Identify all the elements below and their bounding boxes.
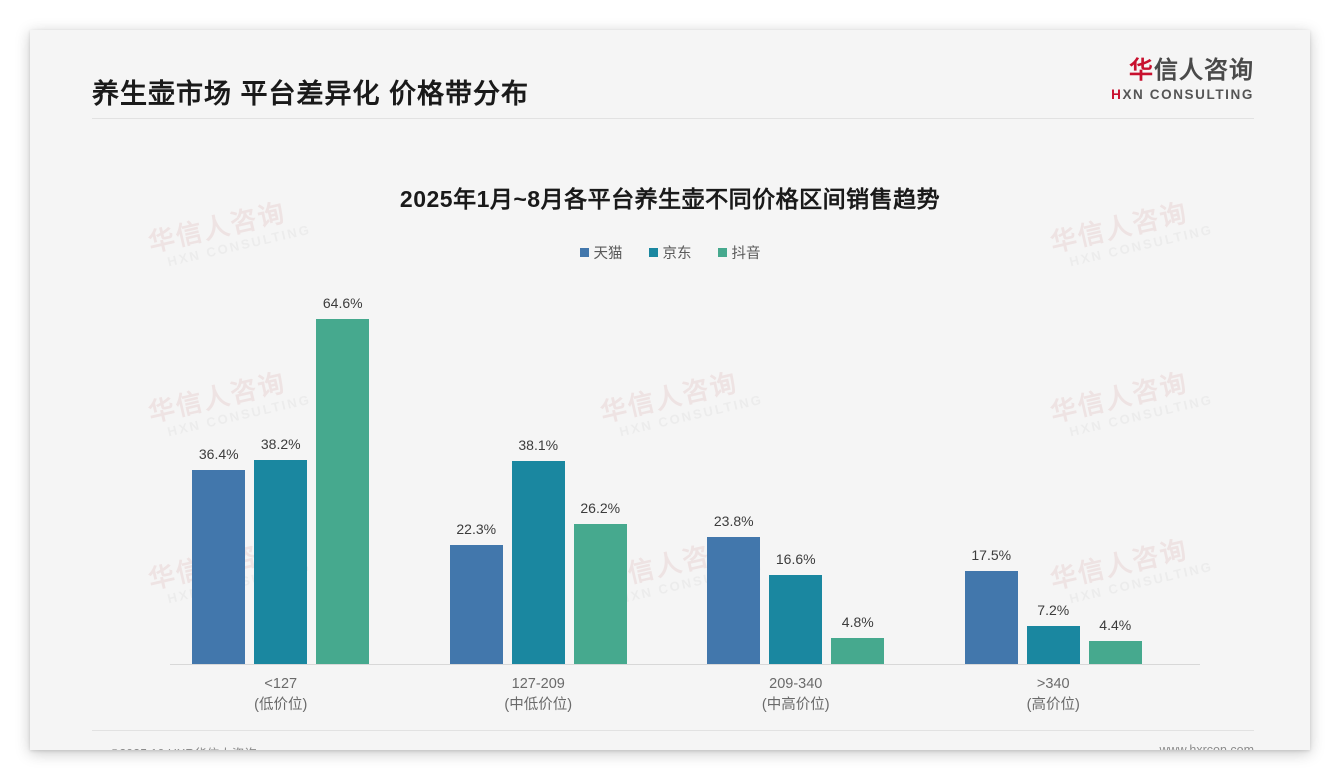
footer-divider: [92, 730, 1254, 731]
bar-京东-127-209[interactable]: 38.1%: [511, 275, 565, 664]
bar-天猫-<127[interactable]: 36.4%: [192, 275, 246, 664]
chart-title: 2025年1月~8月各平台养生壶不同价格区间销售趋势: [399, 186, 941, 212]
bar-rect[interactable]: [707, 536, 761, 664]
page-title: 养生壶市场 平台差异化 价格带分布: [92, 79, 530, 109]
x-axis-label-range: 127-209: [511, 676, 565, 692]
bar-value-label: 36.4%: [198, 445, 239, 462]
bar-value-label: 17.5%: [971, 546, 1012, 563]
bar-抖音-127-209[interactable]: 26.2%: [573, 275, 627, 664]
logo-chinese-rest: 信人咨询: [1154, 57, 1254, 84]
bar-rect[interactable]: [1026, 625, 1080, 664]
slide-canvas: 华信人咨询 HXN CONSULTING 华信人咨询 HXN CONSULTIN…: [30, 30, 1310, 750]
bar-京东-209-340[interactable]: 16.6%: [769, 275, 823, 664]
x-axis-label-tier: (低价位): [254, 697, 308, 714]
bar-rect[interactable]: [573, 524, 627, 664]
bar-value-label: 26.2%: [580, 500, 621, 517]
bar-value-label: 22.3%: [456, 520, 497, 537]
bar-group: 23.8% 16.6% 4.8%: [707, 275, 885, 664]
footer-website: www.hxrcon.com: [1159, 743, 1254, 750]
bar-value-label: 4.8%: [841, 614, 874, 631]
logo-chinese: 华信人咨询: [1111, 57, 1254, 84]
bar-天猫->340[interactable]: 17.5%: [964, 275, 1018, 664]
bar-group: 17.5% 7.2% 4.4%: [964, 275, 1142, 664]
slide-header: 养生壶市场 平台差异化 价格带分布 华信人咨询 HXN CONSULTING: [30, 30, 1310, 118]
bar-value-label: 38.1%: [518, 436, 559, 453]
bar-抖音-<127[interactable]: 64.6%: [316, 275, 370, 664]
bar-rect[interactable]: [1088, 640, 1142, 664]
x-axis-line: [170, 664, 1200, 665]
company-logo: 华信人咨询 HXN CONSULTING: [1111, 57, 1254, 102]
bar-rect[interactable]: [316, 319, 370, 664]
legend-item-天猫[interactable]: 天猫: [579, 242, 623, 263]
chart-plot-area: 36.4% 38.2% 64.6% 22.3% 38.1% 26.2% 23.8% 16.6%…: [170, 275, 1200, 665]
footer-copyright: ©2025.10 HXR华信人咨询: [110, 743, 257, 750]
bar-rect[interactable]: [449, 544, 503, 664]
logo-chinese-first-char: 华: [1129, 57, 1154, 84]
x-axis-label-range: >340: [1036, 676, 1070, 692]
bar-天猫-127-209[interactable]: 22.3%: [449, 275, 503, 664]
legend-item-京东[interactable]: 京东: [648, 242, 692, 263]
bar-value-label: 64.6%: [322, 295, 363, 311]
bar-抖音->340[interactable]: 4.4%: [1088, 275, 1142, 664]
bar-value-label: 16.6%: [775, 551, 816, 568]
x-axis-label-209-340: 209-340 (中高价位): [707, 674, 884, 716]
legend-item-抖音[interactable]: 抖音: [717, 242, 761, 263]
bar-value-label: 23.8%: [713, 512, 754, 529]
x-axis-label-tier: (中高价位): [761, 697, 830, 714]
legend-label: 天猫: [593, 246, 623, 262]
legend-swatch-icon: [579, 248, 589, 257]
bar-group: 22.3% 38.1% 26.2%: [449, 275, 627, 664]
legend-swatch-icon: [648, 248, 658, 257]
bar-rect[interactable]: [192, 469, 246, 664]
bar-group: 36.4% 38.2% 64.6%: [192, 275, 370, 664]
logo-english-rest: XN CONSULTING: [1122, 87, 1254, 103]
bar-value-label: 7.2%: [1037, 601, 1070, 618]
bar-京东->340[interactable]: 7.2%: [1026, 275, 1080, 664]
x-axis-label-tier: (中低价位): [504, 697, 573, 714]
legend-label: 京东: [662, 246, 692, 262]
header-divider: [92, 118, 1254, 119]
chart-legend: 天猫 京东 抖音: [30, 242, 1310, 263]
legend-label: 抖音: [731, 246, 761, 262]
bar-rect[interactable]: [964, 570, 1018, 664]
x-axis-label-tier: (高价位): [1026, 697, 1080, 714]
bar-rect[interactable]: [769, 575, 823, 664]
legend-swatch-icon: [717, 248, 727, 257]
logo-english: HXN CONSULTING: [1111, 87, 1254, 102]
logo-english-first-char: H: [1111, 87, 1123, 103]
x-axis-label-range: 209-340: [769, 676, 823, 692]
bar-抖音-209-340[interactable]: 4.8%: [831, 275, 885, 664]
bar-value-label: 38.2%: [260, 436, 301, 452]
bar-京东-<127[interactable]: 38.2%: [254, 275, 308, 664]
bar-rect[interactable]: [254, 460, 308, 664]
bar-rect[interactable]: [831, 638, 885, 664]
bar-value-label: 4.4%: [1099, 616, 1132, 633]
bar-rect[interactable]: [511, 460, 565, 664]
bar-天猫-209-340[interactable]: 23.8%: [707, 275, 761, 664]
x-axis-label-<127: <127 (低价位): [192, 674, 369, 716]
x-axis-label->340: >340 (高价位): [965, 674, 1142, 716]
x-axis-label-127-209: 127-209 (中低价位): [450, 674, 627, 716]
x-axis-label-range: <127: [264, 676, 298, 692]
